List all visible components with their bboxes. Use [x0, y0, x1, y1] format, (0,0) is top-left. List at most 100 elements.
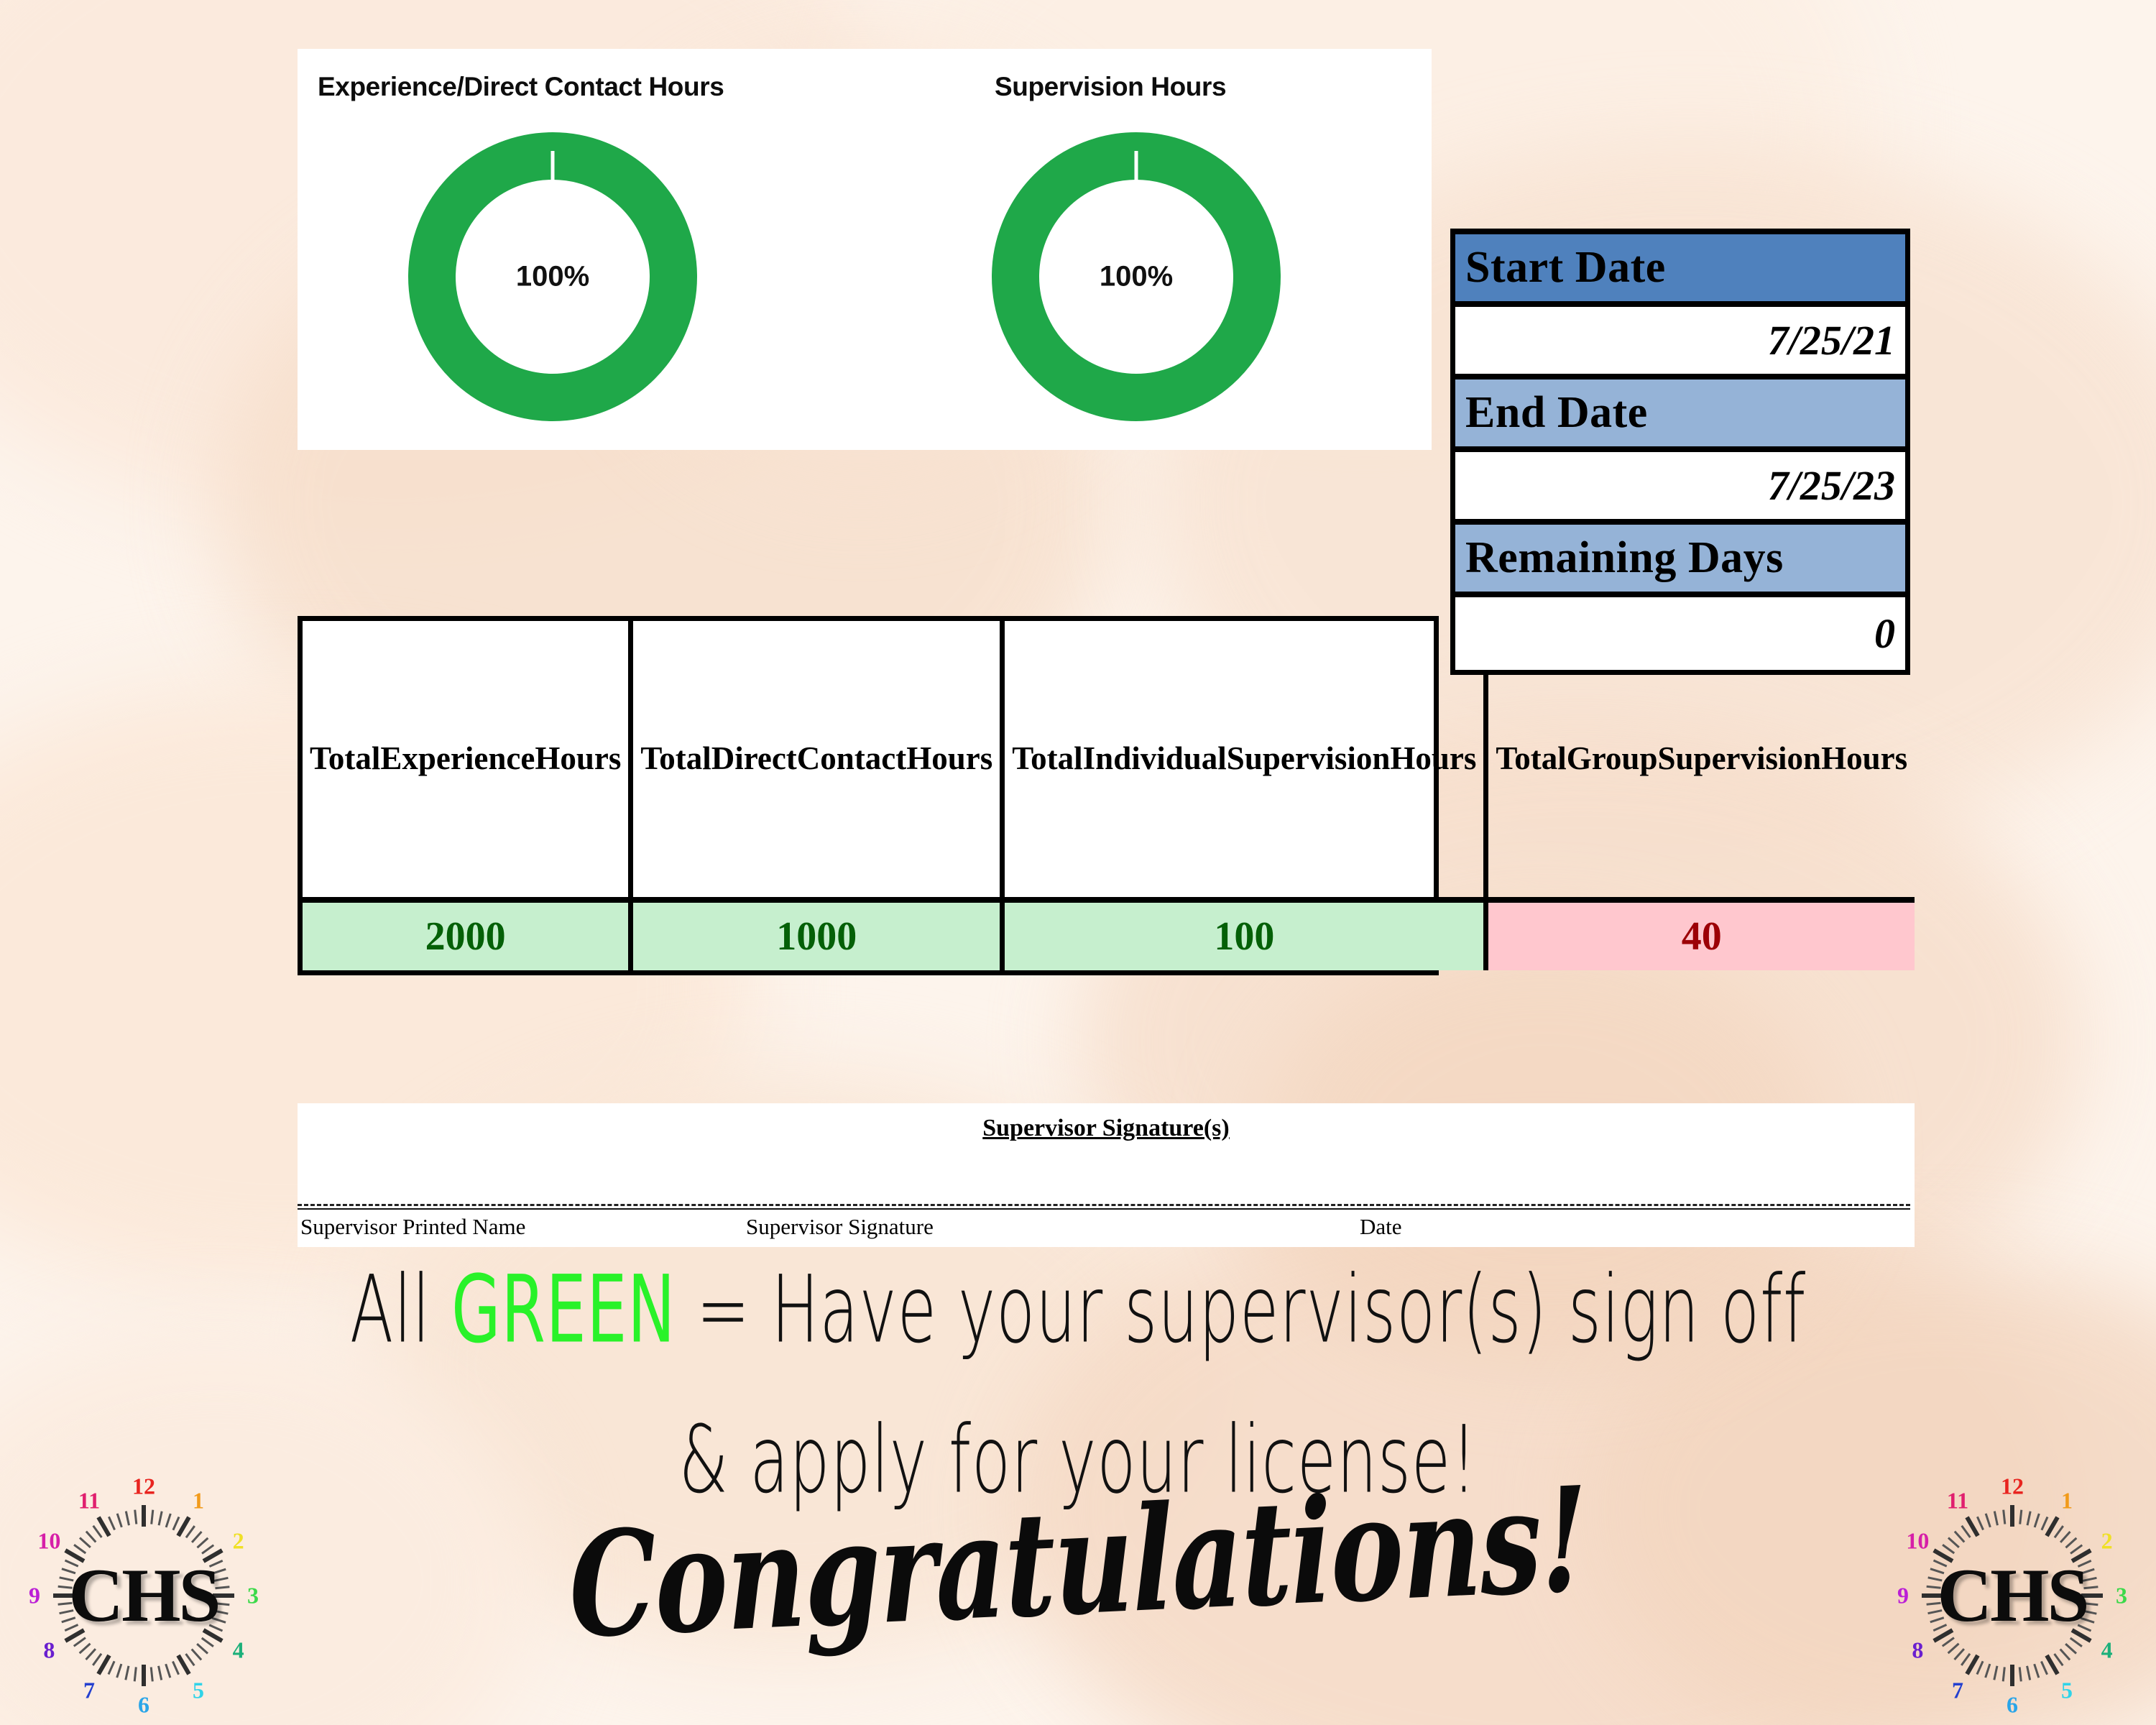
clock-tick-minor	[1976, 1516, 1984, 1531]
clock-tick-minor	[1993, 1511, 1999, 1526]
chs-clock-logo-right: 12 1 2 3 4 5 6 7 8 9 10 11 CHS	[1876, 1466, 2149, 1725]
clock-number-8: 8	[43, 1637, 55, 1663]
clock-tick-minor	[185, 1653, 195, 1666]
clock-tick-minor	[1947, 1537, 1960, 1549]
experience-donut-percent: 100%	[515, 260, 590, 293]
experience-donut-chart: 100%	[402, 126, 703, 427]
clock-number-9: 9	[1897, 1582, 1909, 1609]
header-line: Hours	[1821, 740, 1908, 777]
label-signature-date: Date	[1360, 1214, 1402, 1239]
message-line-2: & apply for your license!	[678, 1405, 1478, 1514]
header-line: Experience	[380, 740, 535, 777]
experience-donut-title: Experience/Direct Contact Hours	[318, 72, 724, 101]
header-line: Hours	[535, 740, 622, 777]
clock-tick-major	[2010, 1665, 2014, 1686]
clock-number-8: 8	[1912, 1637, 1924, 1663]
clock-number-5: 5	[2061, 1677, 2073, 1703]
clock-number-2: 2	[232, 1527, 244, 1554]
clock-number-12: 12	[2001, 1473, 2024, 1499]
start-date-header: Start Date	[1455, 234, 1905, 307]
end-date-value[interactable]: 7/25/23	[1455, 452, 1905, 525]
clock-number-6: 6	[138, 1691, 149, 1718]
signature-rule-dashed	[298, 1204, 1910, 1206]
value-total-direct-contact-hours: 1000	[633, 903, 1000, 970]
column-total-individual-supervision-hours: Total Individual Supervision Hours 100	[1005, 621, 1489, 970]
header-line: Hours	[1390, 740, 1477, 777]
column-total-group-supervision-hours: Total Group Supervision Hours 40	[1488, 621, 1915, 970]
clock-tick-minor	[165, 1663, 172, 1678]
clock-tick-minor	[78, 1537, 91, 1549]
clock-tick-minor	[1993, 1665, 1999, 1680]
clock-tick-minor	[1953, 1530, 1966, 1543]
clock-tick-minor	[2026, 1665, 2032, 1680]
label-supervisor-printed-name: Supervisor Printed Name	[300, 1214, 526, 1239]
clock-tick-minor	[1984, 1663, 1991, 1678]
clock-tick-minor	[116, 1513, 123, 1528]
experience-donut-block: Experience/Direct Contact Hours 100%	[318, 49, 864, 427]
clock-number-11: 11	[1946, 1487, 1969, 1514]
end-date-header: End Date	[1455, 380, 1905, 452]
clock-face: 12 1 2 3 4 5 6 7 8 9 10 11	[7, 1466, 280, 1725]
header-total-direct-contact-hours: Total Direct Contact Hours	[633, 621, 1000, 903]
clock-number-6: 6	[2007, 1691, 2018, 1718]
start-date-value[interactable]: 7/25/21	[1455, 307, 1905, 380]
clock-tick-minor	[78, 1642, 91, 1655]
header-line: Supervision	[1657, 740, 1822, 777]
clock-tick-minor	[2040, 1660, 2048, 1675]
clock-tick-minor	[2002, 1667, 2006, 1682]
clock-tick-minor	[85, 1648, 97, 1661]
clock-face: 12 1 2 3 4 5 6 7 8 9 10 11	[1876, 1466, 2149, 1725]
clock-tick-minor	[172, 1516, 180, 1531]
clock-number-2: 2	[2101, 1527, 2113, 1554]
clock-number-7: 7	[83, 1677, 95, 1703]
clock-tick-minor	[124, 1511, 130, 1526]
header-line: Individual	[1082, 740, 1227, 777]
header-line: Total	[1012, 740, 1083, 777]
clock-tick-minor	[2053, 1653, 2064, 1666]
clock-number-1: 1	[193, 1487, 204, 1514]
hours-summary-table: Total Experience Hours 2000 Total Direct…	[298, 616, 1915, 975]
clock-tick-major	[2010, 1505, 2014, 1527]
header-line: Hours	[906, 740, 993, 777]
clock-tick-minor	[108, 1516, 116, 1531]
clock-number-7: 7	[1952, 1677, 1963, 1703]
clock-tick-minor	[190, 1530, 203, 1543]
clock-tick-minor	[2065, 1537, 2078, 1549]
value-total-experience-hours: 2000	[303, 903, 629, 970]
header-line: Supervision	[1226, 740, 1391, 777]
clock-number-10: 10	[37, 1527, 61, 1554]
date-summary-table: Start Date 7/25/21 End Date 7/25/23 Rema…	[1450, 229, 1910, 675]
signature-rule-solid	[298, 1208, 1910, 1210]
value-total-group-supervision-hours: 40	[1488, 903, 1915, 970]
remaining-days-value: 0	[1455, 597, 1905, 670]
header-line: Direct	[711, 740, 797, 777]
clock-tick-minor	[134, 1667, 137, 1682]
signature-block-title: Supervisor Signature(s)	[982, 1115, 1230, 1141]
supervision-donut-block: Supervision Hours 100%	[865, 49, 1411, 427]
clock-tick-minor	[2040, 1516, 2048, 1531]
clock-tick-major	[2081, 1593, 2103, 1598]
clock-tick-minor	[2002, 1509, 2006, 1524]
clock-tick-minor	[85, 1530, 97, 1543]
clock-tick-minor	[1984, 1513, 1991, 1528]
clock-tick-minor	[1947, 1642, 1960, 1655]
clock-tick-minor	[1961, 1525, 1971, 1538]
clock-tick-minor	[196, 1537, 209, 1549]
supervision-donut-title: Supervision Hours	[995, 72, 1227, 101]
clock-tick-minor	[1953, 1648, 1966, 1661]
header-total-individual-supervision-hours: Total Individual Supervision Hours	[1005, 621, 1484, 903]
clock-number-10: 10	[1906, 1527, 1930, 1554]
header-total-group-supervision-hours: Total Group Supervision Hours	[1488, 621, 1915, 903]
clock-number-3: 3	[2116, 1582, 2127, 1609]
remaining-days-header: Remaining Days	[1455, 525, 1905, 597]
clock-number-4: 4	[2101, 1637, 2113, 1663]
chs-wordmark: CHS	[1937, 1553, 2090, 1637]
chs-clock-logo-left: 12 1 2 3 4 5 6 7 8 9 10 11 CHS	[7, 1466, 280, 1725]
clock-tick-minor	[185, 1525, 195, 1538]
clock-tick-minor	[196, 1642, 209, 1655]
clock-tick-major	[142, 1665, 146, 1686]
clock-tick-minor	[2059, 1648, 2071, 1661]
clock-tick-minor	[2053, 1525, 2064, 1538]
clock-tick-minor	[2033, 1663, 2040, 1678]
column-total-experience-hours: Total Experience Hours 2000	[303, 621, 634, 970]
